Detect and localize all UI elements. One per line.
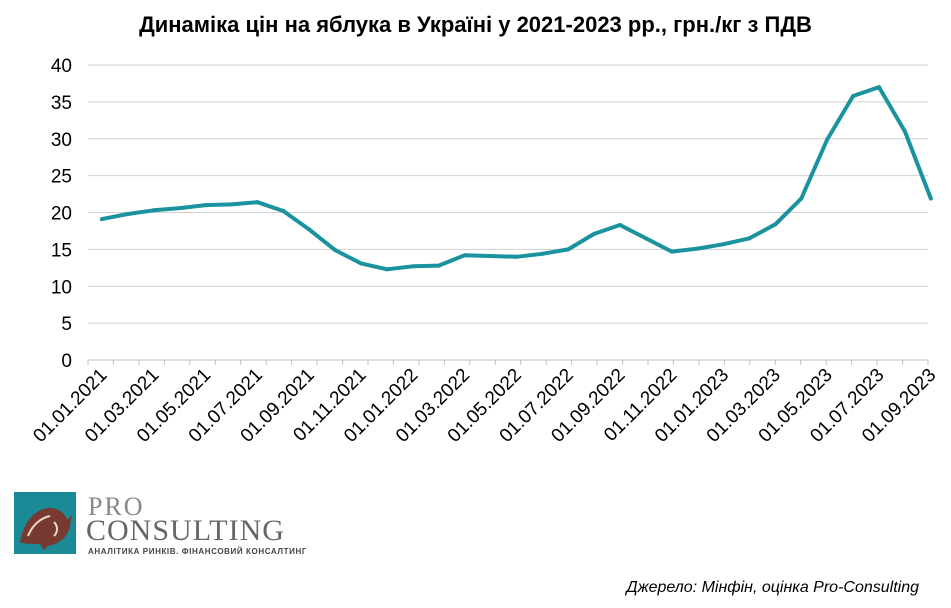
y-axis-ticks: 0 5 10 15 20 25 30 35 40: [51, 56, 72, 372]
data-point: [669, 249, 674, 254]
data-point: [410, 264, 415, 269]
data-point: [695, 246, 700, 251]
data-point: [928, 196, 933, 201]
data-point: [333, 248, 338, 253]
logo-text-pro: PRO: [88, 492, 145, 521]
data-point: [125, 211, 130, 216]
data-point: [902, 129, 907, 134]
y-tick-label: 5: [61, 314, 72, 335]
data-point: [151, 208, 156, 213]
data-point: [100, 217, 104, 222]
y-tick-label: 40: [51, 56, 72, 77]
y-tick-label: 0: [61, 351, 72, 372]
data-point: [721, 242, 726, 247]
source-note: Джерело: Мінфін, оцінка Pro-Consulting: [626, 579, 919, 596]
data-point: [773, 222, 778, 227]
logo-tagline: АНАЛІТИКА РИНКІВ. ФІНАНСОВИЙ КОНСАЛТИНГ: [88, 547, 307, 556]
price-series-line: [100, 85, 933, 272]
data-point: [514, 254, 519, 259]
y-tick-label: 20: [51, 204, 72, 225]
data-point: [177, 206, 182, 211]
y-tick-label: 25: [51, 167, 72, 188]
data-point: [592, 231, 597, 236]
gridlines: [87, 64, 929, 365]
data-point: [384, 267, 389, 272]
data-point: [255, 200, 260, 205]
rhino-logo-icon: [14, 492, 76, 554]
y-tick-label: 15: [51, 240, 72, 261]
y-tick-label: 35: [51, 93, 72, 114]
data-point: [488, 254, 493, 259]
data-point: [307, 227, 312, 232]
x-axis-ticks: 01.01.202101.03.202101.05.202101.07.2021…: [29, 365, 940, 447]
data-point: [229, 202, 234, 207]
data-point: [799, 196, 804, 201]
y-tick-label: 30: [51, 130, 72, 151]
series-layer: [100, 85, 933, 272]
pro-consulting-logo: PRO CONSULTING АНАЛІТИКА РИНКІВ. ФІНАНСО…: [14, 492, 314, 556]
data-point: [436, 263, 441, 268]
data-point: [877, 85, 881, 90]
data-point: [566, 247, 571, 252]
y-tick-label: 10: [51, 277, 72, 298]
chart-title: Динаміка цін на яблука в Україні у 2021-…: [139, 12, 812, 37]
data-point: [203, 203, 208, 208]
data-point: [281, 209, 286, 214]
data-point: [851, 93, 856, 98]
data-point: [747, 236, 752, 241]
data-point: [825, 137, 830, 142]
data-point: [462, 253, 467, 258]
data-point: [359, 261, 363, 266]
logo-text-consulting: CONSULTING: [86, 514, 285, 547]
data-point: [618, 223, 622, 228]
data-point: [643, 236, 648, 241]
data-point: [540, 251, 545, 256]
